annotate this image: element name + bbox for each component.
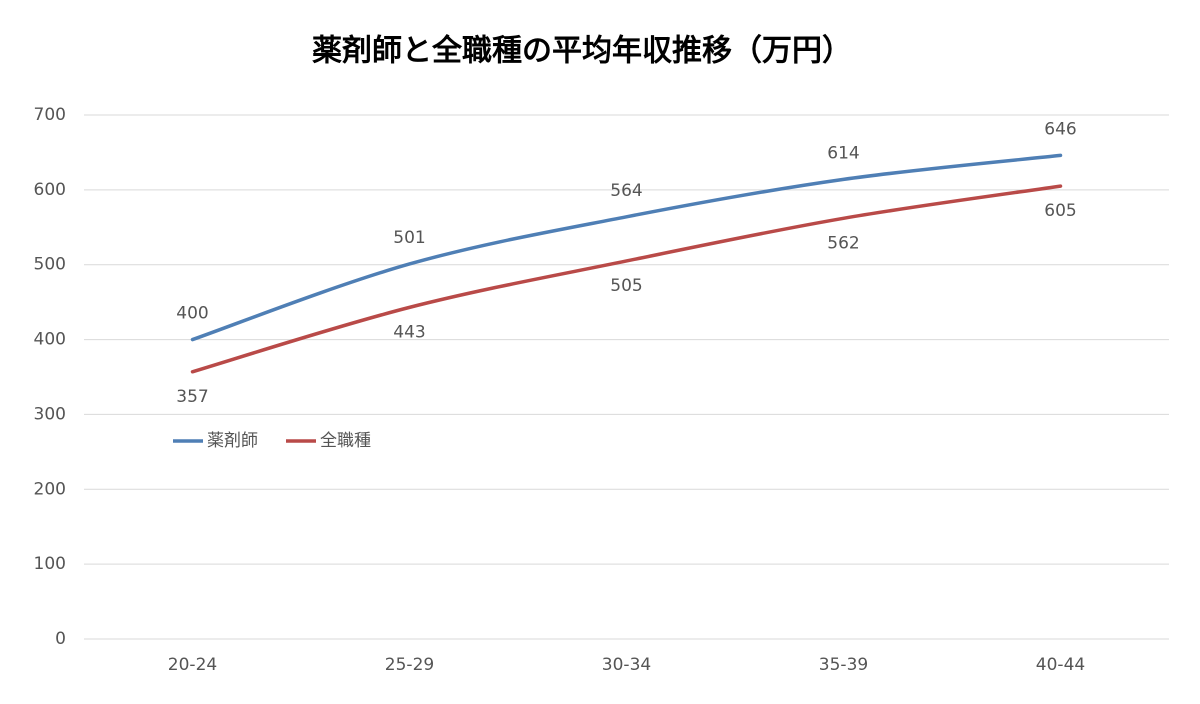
line xyxy=(190,184,1063,374)
y-tick-label: 300 xyxy=(34,404,66,424)
x-tick-label: 25-29 xyxy=(385,655,434,675)
data-label: 614 xyxy=(827,143,859,163)
y-tick-label: 0 xyxy=(55,629,66,649)
data-label: 646 xyxy=(1044,119,1076,139)
y-tick-label: 100 xyxy=(34,554,66,574)
x-tick-label: 40-44 xyxy=(1036,655,1085,675)
x-tick-label: 30-34 xyxy=(602,655,651,675)
x-tick-label: 20-24 xyxy=(168,655,217,675)
y-tick-label: 700 xyxy=(34,105,66,125)
y-tick-label: 500 xyxy=(34,255,66,275)
y-tick-label: 200 xyxy=(34,479,66,499)
data-label: 400 xyxy=(176,304,208,324)
data-label: 562 xyxy=(827,233,859,253)
y-tick-label: 400 xyxy=(34,330,66,350)
line xyxy=(190,153,1063,342)
data-label: 357 xyxy=(176,387,208,407)
data-label: 564 xyxy=(610,181,642,201)
y-tick-label: 600 xyxy=(34,180,66,200)
chart-title: 薬剤師と全職種の平均年収推移（万円） xyxy=(312,34,852,69)
data-label: 443 xyxy=(393,322,425,342)
legend-label: 全職種 xyxy=(320,431,371,451)
data-label: 505 xyxy=(610,276,642,296)
legend-label: 薬剤師 xyxy=(207,431,258,451)
data-label: 605 xyxy=(1044,201,1076,221)
data-label: 501 xyxy=(393,228,425,248)
x-tick-label: 35-39 xyxy=(819,655,868,675)
